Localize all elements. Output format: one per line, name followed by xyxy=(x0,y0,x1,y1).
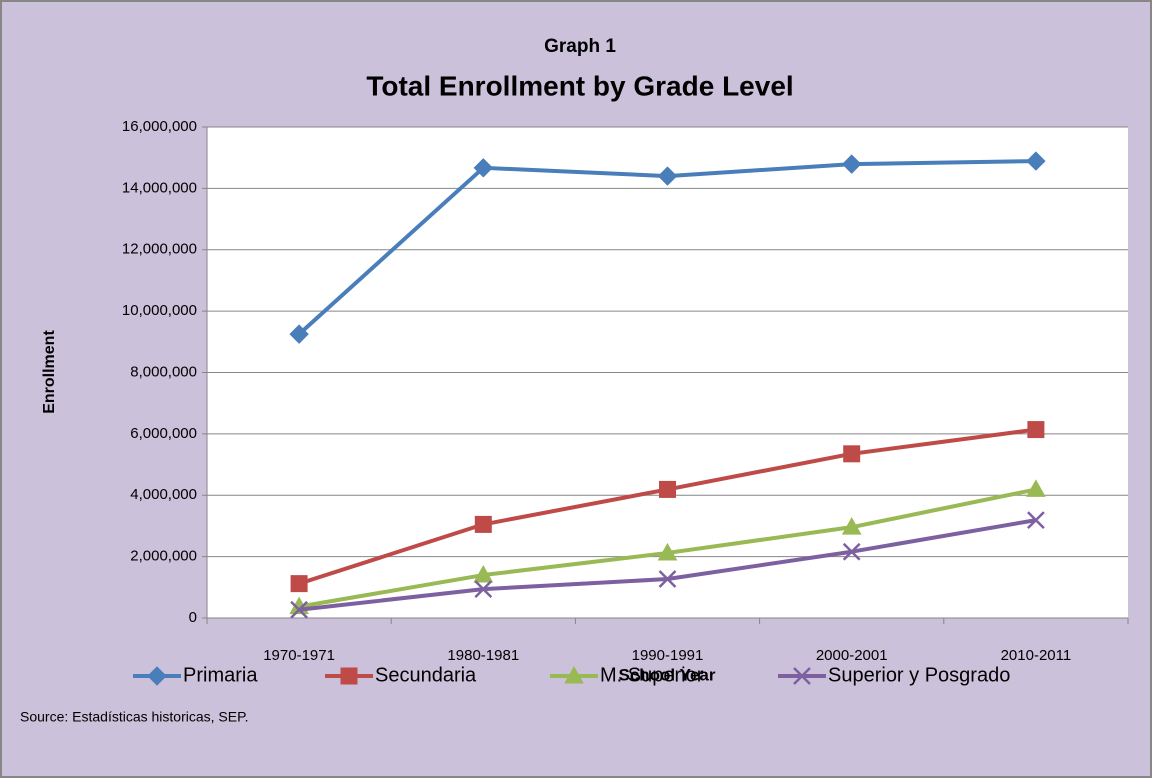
x-tick-label: 1990-1991 xyxy=(632,647,704,664)
chart-title: Total Enrollment by Grade Level xyxy=(366,70,793,101)
y-tick-label: 12,000,000 xyxy=(122,241,197,258)
marker xyxy=(474,515,492,533)
x-tick-label: 1980-1981 xyxy=(447,647,519,664)
legend-marker xyxy=(340,667,358,685)
legend-marker xyxy=(793,667,811,685)
marker xyxy=(657,166,678,186)
legend-label: Primaria xyxy=(183,664,258,686)
legend-label: Secundaria xyxy=(375,664,477,686)
x-tick-label: 2010-2011 xyxy=(1001,647,1072,664)
source-note: Source: Estadísticas historicas, SEP. xyxy=(20,709,249,725)
y-tick-label: 14,000,000 xyxy=(122,179,197,196)
y-axis-label: Enrollment xyxy=(41,330,58,414)
x-tick-label: 1970-1971 xyxy=(263,647,335,664)
marker xyxy=(841,154,862,174)
y-tick-label: 8,000,000 xyxy=(130,363,197,380)
marker xyxy=(474,580,493,599)
y-tick-label: 16,000,000 xyxy=(122,118,197,135)
marker xyxy=(843,445,861,463)
marker xyxy=(658,570,677,588)
y-tick-label: 6,000,000 xyxy=(130,425,197,442)
x-axis-label: School Year xyxy=(618,665,715,684)
y-tick-label: 0 xyxy=(189,609,197,626)
marker xyxy=(1026,151,1046,171)
chart-supertitle: Graph 1 xyxy=(544,36,616,57)
marker xyxy=(473,158,494,178)
marker xyxy=(1027,511,1045,529)
marker xyxy=(289,324,309,344)
legend-label: M. Superior xyxy=(600,664,704,686)
marker xyxy=(1026,479,1046,497)
marker xyxy=(841,517,862,535)
marker xyxy=(842,542,861,561)
marker xyxy=(1027,421,1045,439)
legend-marker xyxy=(564,665,584,684)
marker xyxy=(659,480,676,498)
marker xyxy=(657,542,678,561)
legend-marker xyxy=(147,666,167,686)
legend-label: Superior y Posgrado xyxy=(828,664,1010,686)
y-tick-label: 4,000,000 xyxy=(130,486,197,503)
y-tick-label: 10,000,000 xyxy=(122,302,197,319)
marker xyxy=(290,600,308,619)
marker xyxy=(290,575,308,593)
marker xyxy=(473,565,494,583)
x-tick-label: 2000-2001 xyxy=(816,647,888,664)
y-tick-label: 2,000,000 xyxy=(130,548,197,565)
